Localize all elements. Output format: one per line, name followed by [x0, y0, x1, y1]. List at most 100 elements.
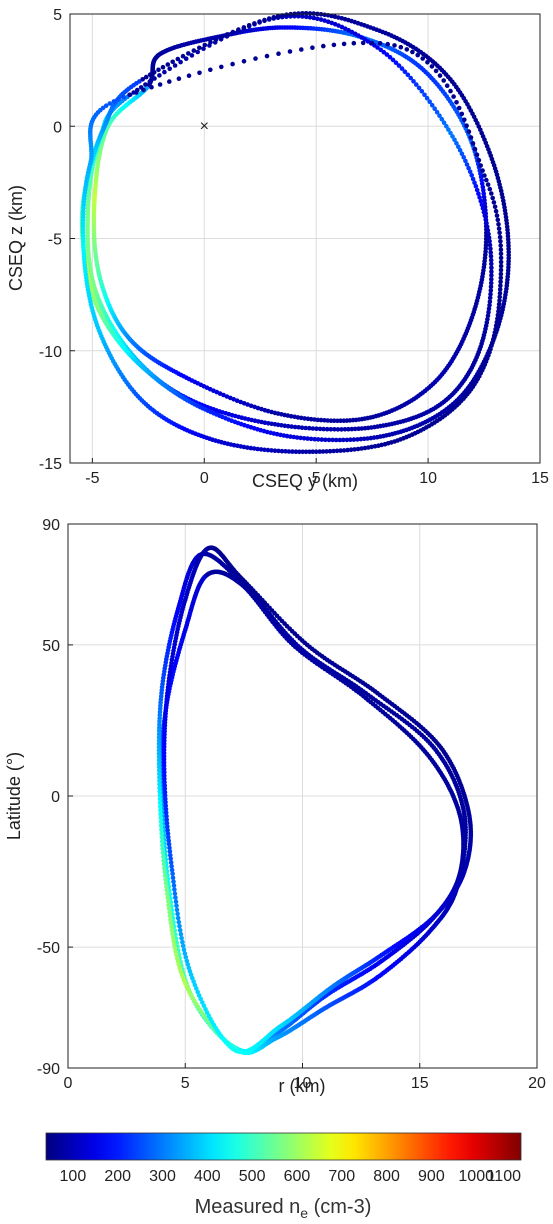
data-point — [494, 213, 500, 218]
data-point — [481, 209, 487, 215]
data-point — [489, 269, 494, 274]
data-point — [163, 810, 169, 815]
data-point — [434, 109, 440, 115]
data-point — [321, 426, 326, 432]
data-point — [157, 800, 163, 805]
data-point — [456, 105, 462, 111]
data-point — [175, 915, 181, 921]
data-point — [291, 434, 297, 440]
data-point — [433, 68, 439, 74]
data-point — [165, 824, 170, 829]
data-point — [166, 842, 172, 847]
data-point — [310, 449, 316, 455]
data-point — [339, 427, 344, 432]
data-point — [162, 783, 167, 788]
data-point — [498, 243, 504, 248]
data-point — [241, 59, 247, 64]
data-point — [459, 151, 465, 156]
data-point — [178, 931, 184, 937]
colorbar-tick-label: 900 — [418, 1168, 445, 1185]
data-point — [168, 852, 173, 858]
data-point — [149, 84, 154, 90]
data-point — [425, 60, 430, 65]
data-point — [493, 208, 499, 214]
data-point — [351, 40, 357, 46]
data-point — [180, 939, 185, 945]
data-point — [488, 257, 494, 263]
data-point — [496, 305, 502, 311]
data-point — [487, 299, 493, 304]
data-point — [167, 66, 172, 72]
data-point — [157, 73, 162, 78]
trajectory-series — [156, 551, 469, 1056]
colorbar-tick-label: 200 — [104, 1168, 131, 1185]
data-point — [169, 928, 175, 933]
data-point — [310, 426, 316, 431]
data-point — [482, 213, 488, 219]
data-point — [111, 99, 117, 104]
data-point — [170, 931, 175, 937]
data-point — [219, 34, 224, 40]
data-point — [231, 397, 236, 402]
data-point — [477, 195, 482, 200]
data-point — [377, 41, 383, 46]
colorbar-label-unit: (cm-3) — [308, 1196, 371, 1218]
data-point — [485, 313, 491, 319]
data-point — [384, 52, 390, 57]
data-point — [489, 273, 494, 278]
data-point — [328, 418, 334, 424]
data-point — [429, 64, 435, 69]
data-point — [472, 180, 477, 185]
trajectory-series — [161, 545, 474, 1055]
data-point — [483, 243, 489, 248]
data-point — [189, 53, 195, 58]
data-point — [392, 43, 397, 48]
data-point — [160, 846, 165, 852]
x-tick-label: 0 — [64, 1075, 73, 1092]
data-point — [279, 448, 285, 454]
data-point — [326, 437, 332, 443]
data-point — [333, 437, 339, 443]
data-point — [313, 449, 319, 455]
data-point — [464, 123, 469, 128]
colorbar-label-subscript: e — [300, 1205, 308, 1221]
data-point — [325, 418, 331, 423]
data-point — [476, 157, 482, 163]
data-point — [160, 64, 166, 70]
data-point — [156, 731, 162, 737]
data-point — [463, 158, 468, 164]
data-point — [488, 284, 494, 290]
y-tick-label: -90 — [37, 1061, 60, 1078]
trajectory-series — [80, 40, 504, 455]
data-point — [410, 49, 415, 55]
data-point — [156, 768, 162, 773]
plot-r-latitude: 0 5 10 15 20 -90 -50 0 50 90 r (km) Latitude (°) — [4, 517, 546, 1096]
data-point — [205, 572, 210, 577]
data-point — [498, 251, 504, 257]
data-point — [486, 306, 492, 312]
data-point — [197, 70, 202, 76]
data-point — [415, 52, 421, 58]
data-point — [345, 447, 350, 453]
data-point — [484, 177, 489, 183]
data-point — [490, 195, 496, 201]
data-point — [486, 231, 491, 237]
data-point — [180, 943, 186, 949]
data-point — [141, 87, 146, 93]
data-point — [168, 860, 174, 865]
data-point — [157, 82, 163, 87]
data-point — [161, 858, 166, 863]
data-point — [191, 979, 196, 984]
data-point — [474, 152, 480, 157]
data-point — [179, 935, 184, 941]
data-point — [493, 323, 499, 328]
data-point — [456, 144, 461, 149]
data-point — [162, 786, 168, 792]
data-point — [488, 288, 494, 293]
data-point — [332, 21, 338, 27]
x-tick-label: 10 — [419, 470, 437, 487]
data-point — [444, 123, 449, 129]
data-point — [186, 73, 192, 78]
data-point — [441, 78, 447, 83]
data-point — [172, 887, 177, 892]
